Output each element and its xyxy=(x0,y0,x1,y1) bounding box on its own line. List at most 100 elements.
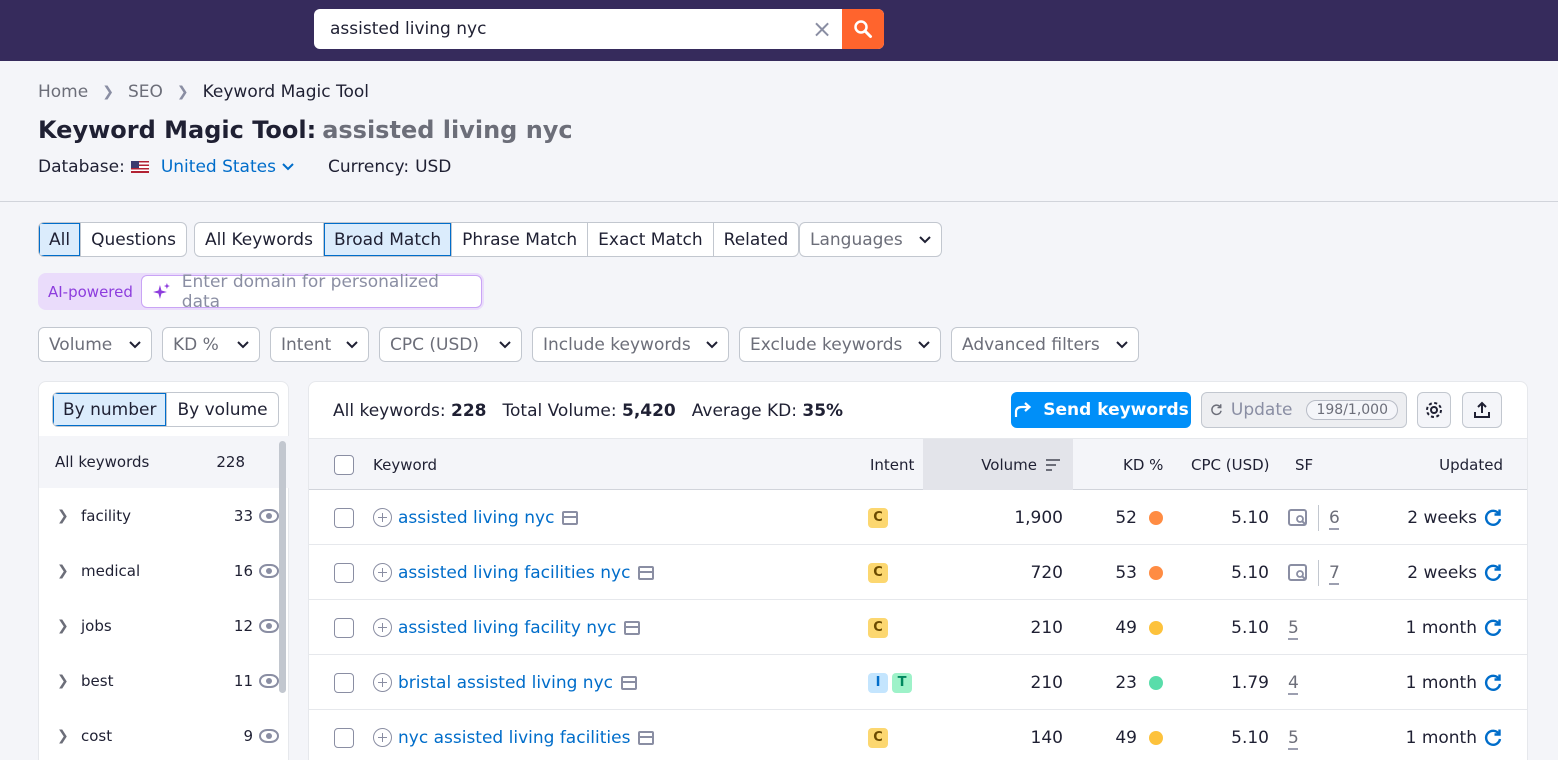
refresh-icon[interactable] xyxy=(1483,563,1503,583)
column-updated[interactable]: Updated xyxy=(1439,455,1503,474)
eye-icon[interactable] xyxy=(259,728,279,743)
chevron-right-icon[interactable]: ❯ xyxy=(57,672,69,689)
serp-icon[interactable] xyxy=(562,510,579,525)
kd-value: 49 xyxy=(1115,727,1137,748)
chevron-right-icon[interactable]: ❯ xyxy=(57,507,69,524)
kd-indicator xyxy=(1149,730,1163,745)
keyword-link[interactable]: assisted living facilities nyc xyxy=(398,562,631,583)
breadcrumb: Home ❯ SEO ❯ Keyword Magic Tool xyxy=(38,82,369,102)
tab-all[interactable]: All xyxy=(39,223,82,256)
sf-count[interactable]: 7 xyxy=(1329,562,1340,583)
group-item-jobs[interactable]: ❯ jobs 12 xyxy=(39,598,279,653)
group-item-best[interactable]: ❯ best 11 xyxy=(39,653,279,708)
eye-icon[interactable] xyxy=(259,673,279,688)
settings-button[interactable] xyxy=(1417,392,1451,428)
sf-count[interactable]: 6 xyxy=(1329,507,1340,528)
kd-indicator xyxy=(1149,510,1163,525)
column-keyword[interactable]: Keyword xyxy=(373,455,438,474)
select-all-checkbox[interactable] xyxy=(334,454,354,475)
keyword-link[interactable]: nyc assisted living facilities xyxy=(398,727,631,748)
languages-dropdown[interactable]: Languages xyxy=(799,222,942,257)
serp-icon[interactable] xyxy=(624,620,641,635)
keyword-link[interactable]: assisted living nyc xyxy=(398,507,555,528)
chevron-right-icon[interactable]: ❯ xyxy=(57,562,69,579)
add-to-list-icon[interactable] xyxy=(373,563,392,582)
serp-icon[interactable] xyxy=(638,565,655,580)
chevron-down-icon xyxy=(237,340,249,348)
add-to-list-icon[interactable] xyxy=(373,508,392,527)
row-checkbox[interactable] xyxy=(334,672,354,693)
updated-value: 2 weeks xyxy=(1407,562,1477,583)
eye-icon[interactable] xyxy=(259,618,279,633)
tab-broad-match[interactable]: Broad Match xyxy=(323,223,453,256)
group-list-scrollbar[interactable] xyxy=(279,441,286,693)
refresh-icon[interactable] xyxy=(1483,508,1503,528)
all-keywords-group[interactable]: All keywords 228 xyxy=(39,436,289,488)
breadcrumb-current: Keyword Magic Tool xyxy=(202,82,369,102)
clear-icon[interactable]: × xyxy=(811,15,833,43)
sf-count[interactable]: 4 xyxy=(1288,672,1299,693)
ai-domain-input[interactable]: Enter domain for personalized data xyxy=(140,272,482,312)
group-item-facility[interactable]: ❯ facility 33 xyxy=(39,488,279,543)
updated-value: 1 month xyxy=(1405,672,1477,693)
column-intent[interactable]: Intent xyxy=(870,455,915,474)
filter-volume[interactable]: Volume xyxy=(38,327,152,362)
add-to-list-icon[interactable] xyxy=(373,673,392,692)
serp-icon[interactable] xyxy=(620,675,637,690)
group-sort-toggle: By number By volume xyxy=(52,392,279,427)
group-count: 11 xyxy=(233,671,253,690)
column-kd[interactable]: KD % xyxy=(1123,455,1164,474)
send-keywords-button[interactable]: Send keywords xyxy=(1011,392,1191,428)
column-volume[interactable]: Volume xyxy=(923,439,1073,490)
export-button[interactable] xyxy=(1462,392,1502,428)
column-cpc[interactable]: CPC (USD) xyxy=(1191,455,1270,474)
group-item-cost[interactable]: ❯ cost 9 xyxy=(39,708,279,760)
sf-count[interactable]: 5 xyxy=(1288,727,1299,748)
kd-indicator xyxy=(1149,675,1163,690)
filter-label: Advanced filters xyxy=(962,334,1100,355)
by-volume-toggle[interactable]: By volume xyxy=(177,399,268,420)
row-checkbox[interactable] xyxy=(334,562,354,583)
search-input[interactable] xyxy=(314,9,802,49)
send-keywords-label: Send keywords xyxy=(1043,400,1189,420)
search-button[interactable] xyxy=(842,9,884,49)
breadcrumb-home[interactable]: Home xyxy=(38,82,89,102)
table-row: assisted living facility nyc C 210 49 5.10 5 1… xyxy=(309,600,1527,655)
tab-exact-match[interactable]: Exact Match xyxy=(588,223,714,256)
row-checkbox[interactable] xyxy=(334,507,354,528)
tab-phrase-match[interactable]: Phrase Match xyxy=(452,223,589,256)
row-checkbox[interactable] xyxy=(334,727,354,748)
update-button[interactable]: Update 198/1,000 xyxy=(1201,392,1407,428)
filter-intent[interactable]: Intent xyxy=(270,327,369,362)
kd-value: 23 xyxy=(1115,672,1137,693)
keyword-link[interactable]: bristal assisted living nyc xyxy=(398,672,613,693)
filter-include-keywords[interactable]: Include keywords xyxy=(532,327,729,362)
refresh-icon[interactable] xyxy=(1483,618,1503,638)
filter-cpc-usd[interactable]: CPC (USD) xyxy=(379,327,522,362)
tab-related[interactable]: Related xyxy=(723,229,789,250)
filter-advanced-filters[interactable]: Advanced filters xyxy=(951,327,1139,362)
all-keywords-stat-label: All keywords: xyxy=(333,401,446,421)
filter-kd[interactable]: KD % xyxy=(162,327,260,362)
keyword-link[interactable]: assisted living facility nyc xyxy=(398,617,617,638)
filter-exclude-keywords[interactable]: Exclude keywords xyxy=(739,327,941,362)
add-to-list-icon[interactable] xyxy=(373,618,392,637)
chevron-right-icon[interactable]: ❯ xyxy=(57,617,69,634)
group-item-medical[interactable]: ❯ medical 16 xyxy=(39,543,279,598)
row-checkbox[interactable] xyxy=(334,617,354,638)
tab-questions[interactable]: Questions xyxy=(91,229,176,250)
chevron-right-icon[interactable]: ❯ xyxy=(57,727,69,744)
serp-icon[interactable] xyxy=(638,730,655,745)
add-to-list-icon[interactable] xyxy=(373,728,392,747)
refresh-icon[interactable] xyxy=(1483,728,1503,748)
by-number-toggle[interactable]: By number xyxy=(53,393,168,426)
eye-icon[interactable] xyxy=(259,563,279,578)
eye-icon[interactable] xyxy=(259,508,279,523)
sf-count[interactable]: 5 xyxy=(1288,617,1299,638)
refresh-icon[interactable] xyxy=(1483,673,1503,693)
tab-all-keywords[interactable]: All Keywords xyxy=(195,223,324,256)
column-sf[interactable]: SF xyxy=(1295,455,1314,474)
chevron-down-icon xyxy=(706,340,718,348)
database-select[interactable]: United States xyxy=(130,157,294,177)
breadcrumb-seo[interactable]: SEO xyxy=(127,82,163,102)
